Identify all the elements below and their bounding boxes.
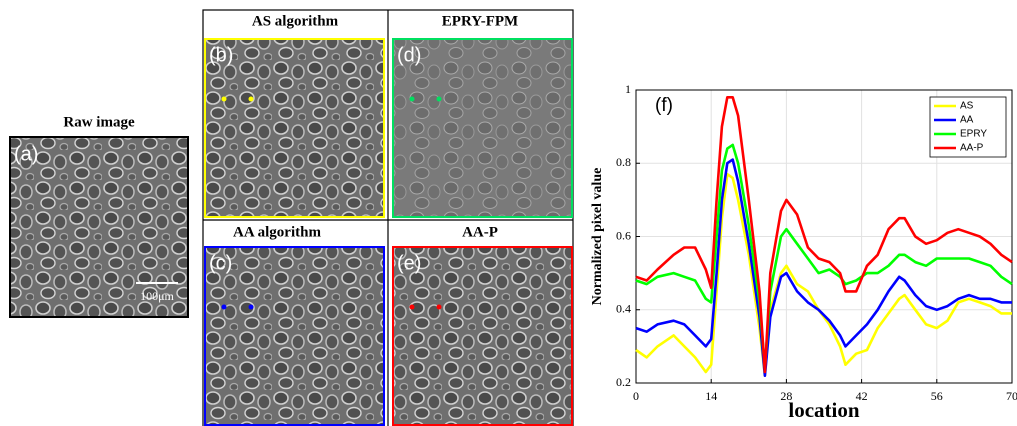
x-tick-label: 0 xyxy=(633,389,639,403)
legend-label: EPRY xyxy=(960,129,987,140)
panel-label: (d) xyxy=(397,44,421,66)
panel-image xyxy=(204,246,385,426)
raw-image xyxy=(9,136,189,318)
panel-image xyxy=(392,38,573,218)
y-tick-label: 0.6 xyxy=(616,228,631,242)
panel-title: AS algorithm xyxy=(252,13,339,29)
series-line xyxy=(635,158,1012,377)
legend-label: AA xyxy=(960,115,974,126)
x-tick-label: 14 xyxy=(705,389,717,403)
panel-title: AA-P xyxy=(462,224,498,240)
y-tick-label: 0.2 xyxy=(616,375,631,389)
panels: AS algorithm (b) EPRY-FPM (d) AA algorithm(c… xyxy=(204,13,573,426)
raw-title: Raw image xyxy=(63,114,135,130)
series-line xyxy=(635,96,1013,374)
x-tick-label: 70 xyxy=(1006,389,1017,403)
y-tick-label: 1 xyxy=(625,82,631,96)
legend-label: AS xyxy=(960,101,974,112)
axes-frame xyxy=(635,89,1013,384)
marker xyxy=(436,304,442,310)
annotation: (f) xyxy=(655,95,673,116)
scale-bar-label: 100μm xyxy=(140,289,174,303)
x-tick-label: 28 xyxy=(780,389,792,403)
x-axis-label: location xyxy=(788,398,859,422)
panel-label: (a) xyxy=(14,143,38,165)
panel-label: (e) xyxy=(397,252,421,274)
x-tick-label: 56 xyxy=(931,389,943,403)
panel-image xyxy=(204,38,385,218)
y-tick-label: 0.8 xyxy=(616,155,631,169)
panel-title: EPRY-FPM xyxy=(442,13,518,29)
line-chart: 0.2 0.4 0.6 0.8 1 0 14 28 42 56 70 (f) location Norma… xyxy=(590,82,1017,422)
panel-title: AA algorithm xyxy=(233,224,321,240)
marker xyxy=(409,96,415,102)
panel-label: (c) xyxy=(209,252,232,274)
marker xyxy=(409,304,415,310)
y-tick-label: 0.4 xyxy=(616,302,631,316)
marker xyxy=(248,96,254,102)
series-line xyxy=(635,172,1012,377)
panel-label: (b) xyxy=(209,44,233,66)
panel-image xyxy=(392,246,573,426)
series-line xyxy=(635,143,1013,370)
marker xyxy=(248,304,254,310)
legend-label: AA-P xyxy=(960,143,984,154)
marker xyxy=(221,304,227,310)
marker xyxy=(436,96,442,102)
y-axis-label: Normalized pixel value xyxy=(590,168,605,306)
marker xyxy=(221,96,227,102)
x-tick-label: 42 xyxy=(856,389,868,403)
